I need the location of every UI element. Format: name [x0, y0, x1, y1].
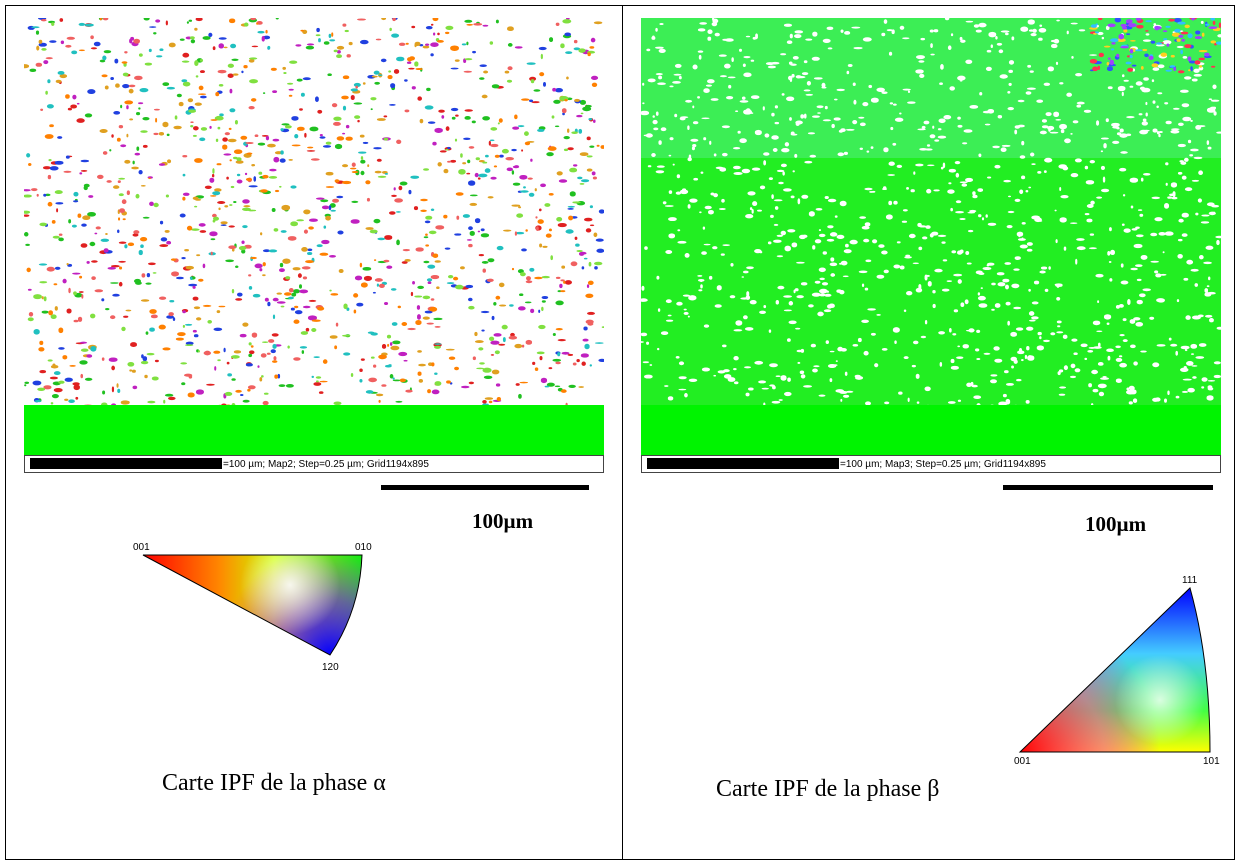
beta-map — [641, 18, 1221, 455]
scale-label: 100µm — [1085, 512, 1147, 536]
alpha-map — [24, 18, 604, 455]
table-border — [5, 5, 1235, 860]
map-background — [24, 18, 604, 455]
map-legend: =100 µm; Map3; Step=0.25 µm; Grid1194x89… — [840, 459, 1046, 470]
ipf-triangle — [1018, 587, 1211, 753]
grains — [24, 18, 604, 409]
caption: Carte IPF de la phase β — [716, 776, 940, 802]
map-base — [24, 405, 604, 455]
scale-label: 100µm — [472, 509, 534, 533]
map-base — [641, 405, 1221, 455]
grain-group — [641, 18, 1221, 411]
grains — [641, 18, 1221, 411]
map-legend: =100 µm; Map2; Step=0.25 µm; Grid1194x89… — [223, 459, 429, 470]
triangle-label: 010 — [355, 542, 372, 553]
caption: Carte IPF de la phase α — [162, 770, 386, 796]
triangle-label: 101 — [1203, 756, 1220, 767]
grain-group — [1107, 18, 1218, 71]
triangle-label: 120 — [322, 662, 339, 673]
map-legend-bar — [30, 458, 222, 469]
map-legend-bar — [647, 458, 839, 469]
triangle-label: 001 — [133, 542, 150, 553]
grain-group — [24, 19, 604, 408]
scale-bar — [1003, 485, 1213, 490]
ipf-triangle — [142, 554, 363, 656]
triangle-label: 111 — [1182, 575, 1198, 586]
scale-bar — [381, 485, 589, 490]
triangle-label: 001 — [1014, 756, 1031, 767]
